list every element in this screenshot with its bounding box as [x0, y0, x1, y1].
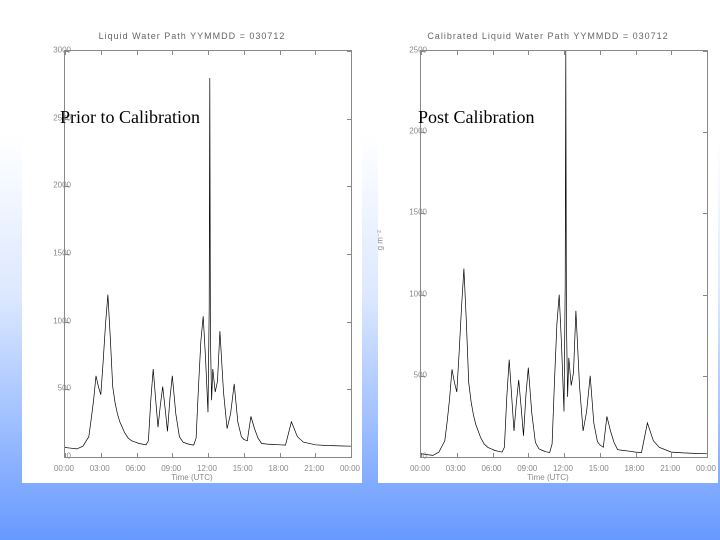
xtick-label: 00:00	[335, 464, 365, 473]
slide-root: Liquid Water Path YYMMDD = 030712 Time (…	[0, 0, 720, 540]
chart-title-left: Liquid Water Path YYMMDD = 030712	[22, 31, 362, 41]
xtick-label: 09:00	[156, 464, 186, 473]
xtick-label: 00:00	[691, 464, 720, 473]
ytick-label: 500	[41, 384, 71, 393]
ytick-label: 0	[397, 452, 427, 461]
overlay-label-prior: Prior to Calibration	[60, 107, 200, 128]
xtick-label: 00:00	[405, 464, 435, 473]
xtick-label: 09:00	[512, 464, 542, 473]
ytick-label: 3000	[41, 46, 71, 55]
xtick-label: 12:00	[192, 464, 222, 473]
ytick-label: 500	[397, 370, 427, 379]
ytick-label: 1000	[41, 316, 71, 325]
xtick-label: 03:00	[85, 464, 115, 473]
xtick-label: 21:00	[299, 464, 329, 473]
xlabel-left: Time (UTC)	[22, 473, 362, 482]
ytick-label: 2500	[397, 46, 427, 55]
ytick-label: 2000	[397, 127, 427, 136]
xtick-label: 12:00	[548, 464, 578, 473]
xtick-label: 21:00	[655, 464, 685, 473]
chart-panel-left: Liquid Water Path YYMMDD = 030712 Time (…	[22, 28, 362, 483]
ytick-label: 1500	[41, 249, 71, 258]
xtick-label: 18:00	[620, 464, 650, 473]
ytick-label: 1000	[397, 289, 427, 298]
ytick-label: 0	[41, 452, 71, 461]
ytick-label: 2000	[41, 181, 71, 190]
xlabel-right: Time (UTC)	[378, 473, 718, 482]
chart-title-right: Calibrated Liquid Water Path YYMMDD = 03…	[378, 31, 718, 41]
xtick-label: 06:00	[477, 464, 507, 473]
xtick-label: 18:00	[264, 464, 294, 473]
xtick-label: 00:00	[49, 464, 79, 473]
ylabel-right: g m⁻²	[376, 230, 385, 250]
xtick-label: 06:00	[121, 464, 151, 473]
overlay-label-post: Post Calibration	[418, 107, 535, 128]
ytick-label: 1500	[397, 208, 427, 217]
chart-panel-right: Calibrated Liquid Water Path YYMMDD = 03…	[378, 28, 718, 483]
xtick-label: 03:00	[441, 464, 471, 473]
xtick-label: 15:00	[584, 464, 614, 473]
xtick-label: 15:00	[228, 464, 258, 473]
